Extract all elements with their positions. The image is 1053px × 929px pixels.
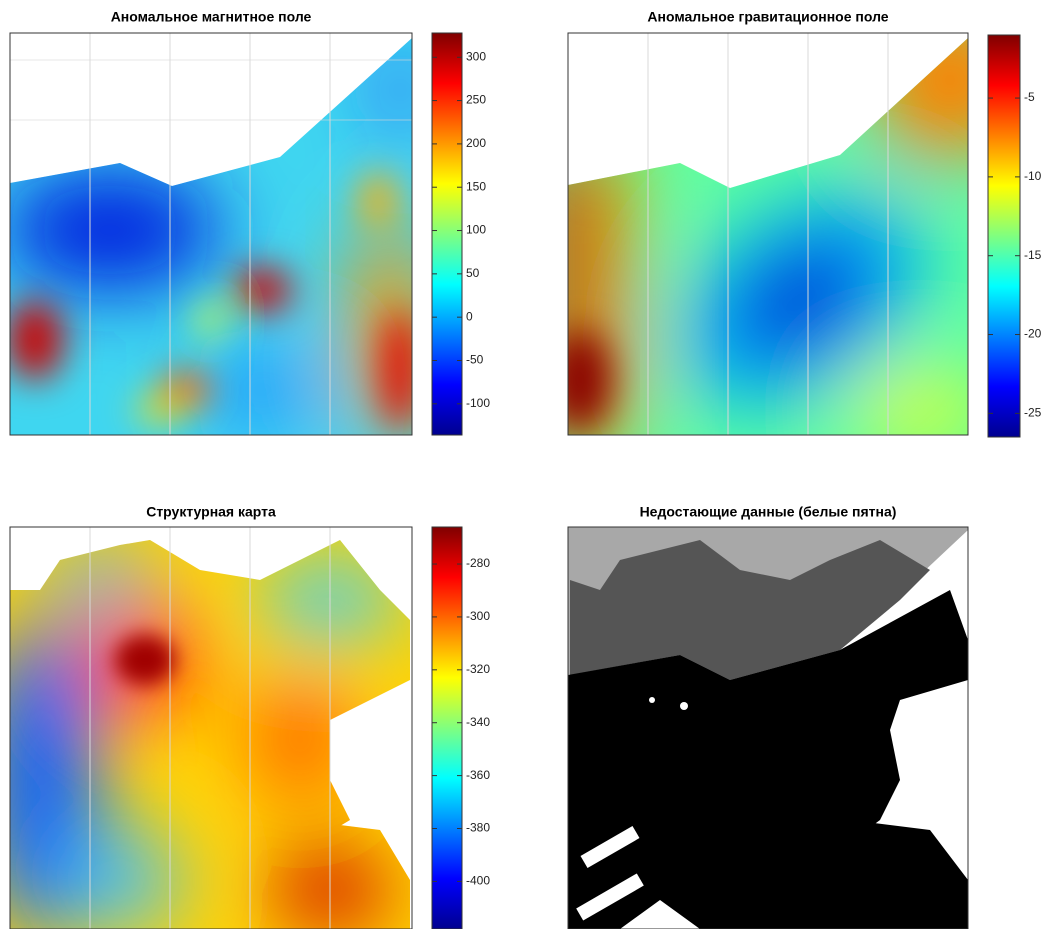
chart-title: Аномальное гравитационное поле <box>647 9 888 25</box>
colorbar-tick-label: -5 <box>1024 90 1035 104</box>
colorbar-tick-label: -320 <box>466 662 490 676</box>
colorbar-tick-label: -280 <box>466 556 490 570</box>
gravity-field-map <box>540 0 1030 454</box>
colorbar-tick-label: 100 <box>466 223 486 237</box>
colorbar-tick-label: -300 <box>466 609 490 623</box>
colorbar-tick-label: 300 <box>466 49 486 63</box>
chart-title: Недостающие данные (белые пятна) <box>640 504 897 520</box>
colorbar-tick-label: -380 <box>466 821 490 835</box>
structural-map <box>0 527 412 929</box>
colorbar <box>432 33 462 435</box>
colorbar-tick-label: 150 <box>466 179 486 193</box>
colorbar-tick-label: 50 <box>466 266 480 280</box>
chart-title: Структурная карта <box>146 504 276 520</box>
figure: Аномальное магнитное поле Аномальное гра… <box>0 0 1053 929</box>
colorbar-tick-label: -15 <box>1024 248 1042 262</box>
colorbar-tick-label: -360 <box>466 768 490 782</box>
colorbar-tick-label: 200 <box>466 136 486 150</box>
colorbar <box>432 527 462 929</box>
chart-title: Аномальное магнитное поле <box>111 9 312 25</box>
magnetic-field-map <box>0 33 430 440</box>
colorbar-tick-label: -340 <box>466 715 490 729</box>
colorbar-tick-label: 0 <box>466 309 473 323</box>
colorbar-tick-label: -400 <box>466 874 490 888</box>
colorbar-tick-label: -100 <box>466 396 490 410</box>
colorbar <box>988 35 1020 437</box>
colorbar-tick-label: 250 <box>466 93 486 107</box>
colorbar-tick-label: -20 <box>1024 327 1042 341</box>
colorbar-tick-label: -25 <box>1024 406 1042 420</box>
colorbar-tick-label: -50 <box>466 353 484 367</box>
missing-data-map <box>568 527 968 929</box>
colorbar-tick-label: -10 <box>1024 169 1042 183</box>
